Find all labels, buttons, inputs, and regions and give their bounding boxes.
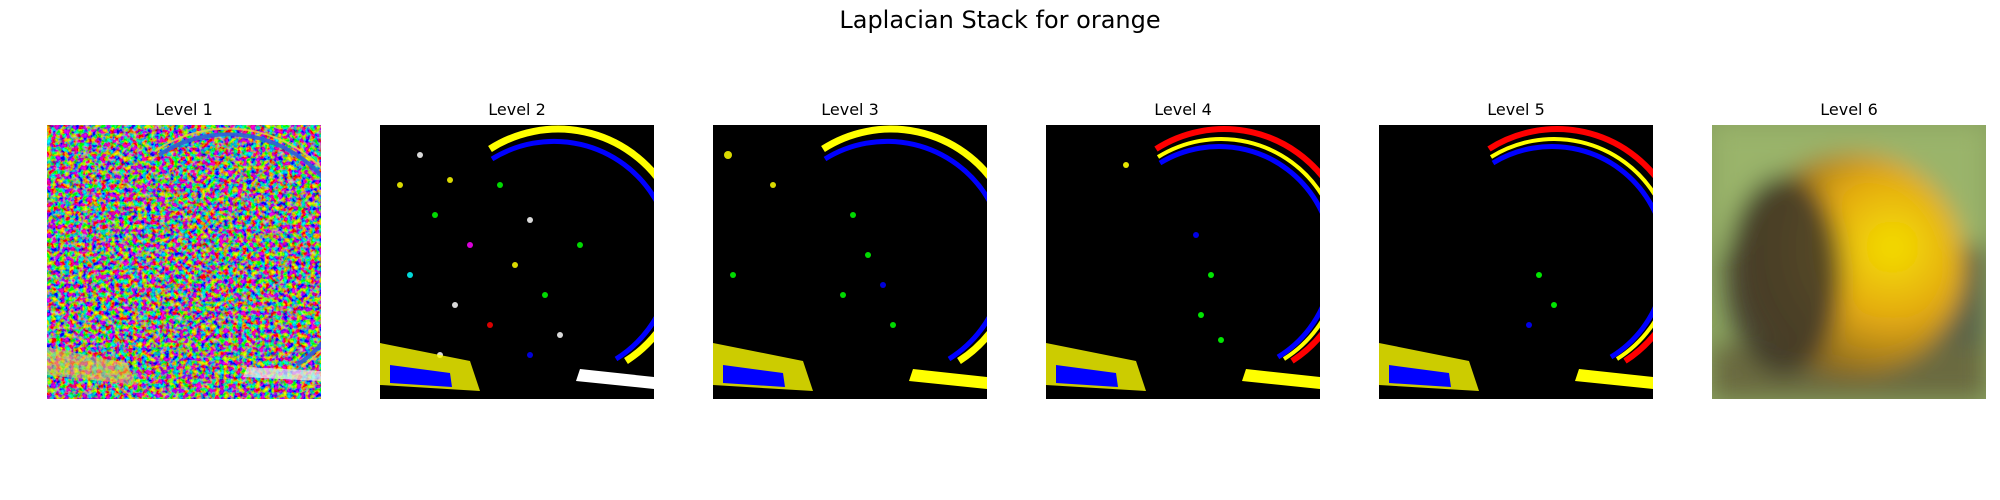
panel-title-level-4: Level 4	[1154, 100, 1212, 119]
panel-title-level-5: Level 5	[1487, 100, 1545, 119]
laplacian-level-6-image	[1712, 125, 1986, 399]
figure-title: Laplacian Stack for orange	[839, 6, 1161, 34]
laplacian-level-2-image	[380, 125, 654, 399]
laplacian-level-4-image	[1046, 125, 1320, 399]
panel-level-1: Level 1	[47, 99, 321, 399]
laplacian-level-5-image	[1379, 125, 1653, 399]
panel-title-level-3: Level 3	[821, 100, 879, 119]
panel-title-level-6: Level 6	[1820, 100, 1878, 119]
panel-level-2: Level 2	[380, 99, 654, 399]
panel-level-6: Level 6	[1712, 99, 1986, 399]
panel-title-level-2: Level 2	[488, 100, 546, 119]
panel-level-5: Level 5	[1379, 99, 1653, 399]
panel-title-level-1: Level 1	[155, 100, 213, 119]
laplacian-level-1-image	[47, 125, 321, 399]
panel-level-4: Level 4	[1046, 99, 1320, 399]
laplacian-level-3-image	[713, 125, 987, 399]
panel-level-3: Level 3	[713, 99, 987, 399]
